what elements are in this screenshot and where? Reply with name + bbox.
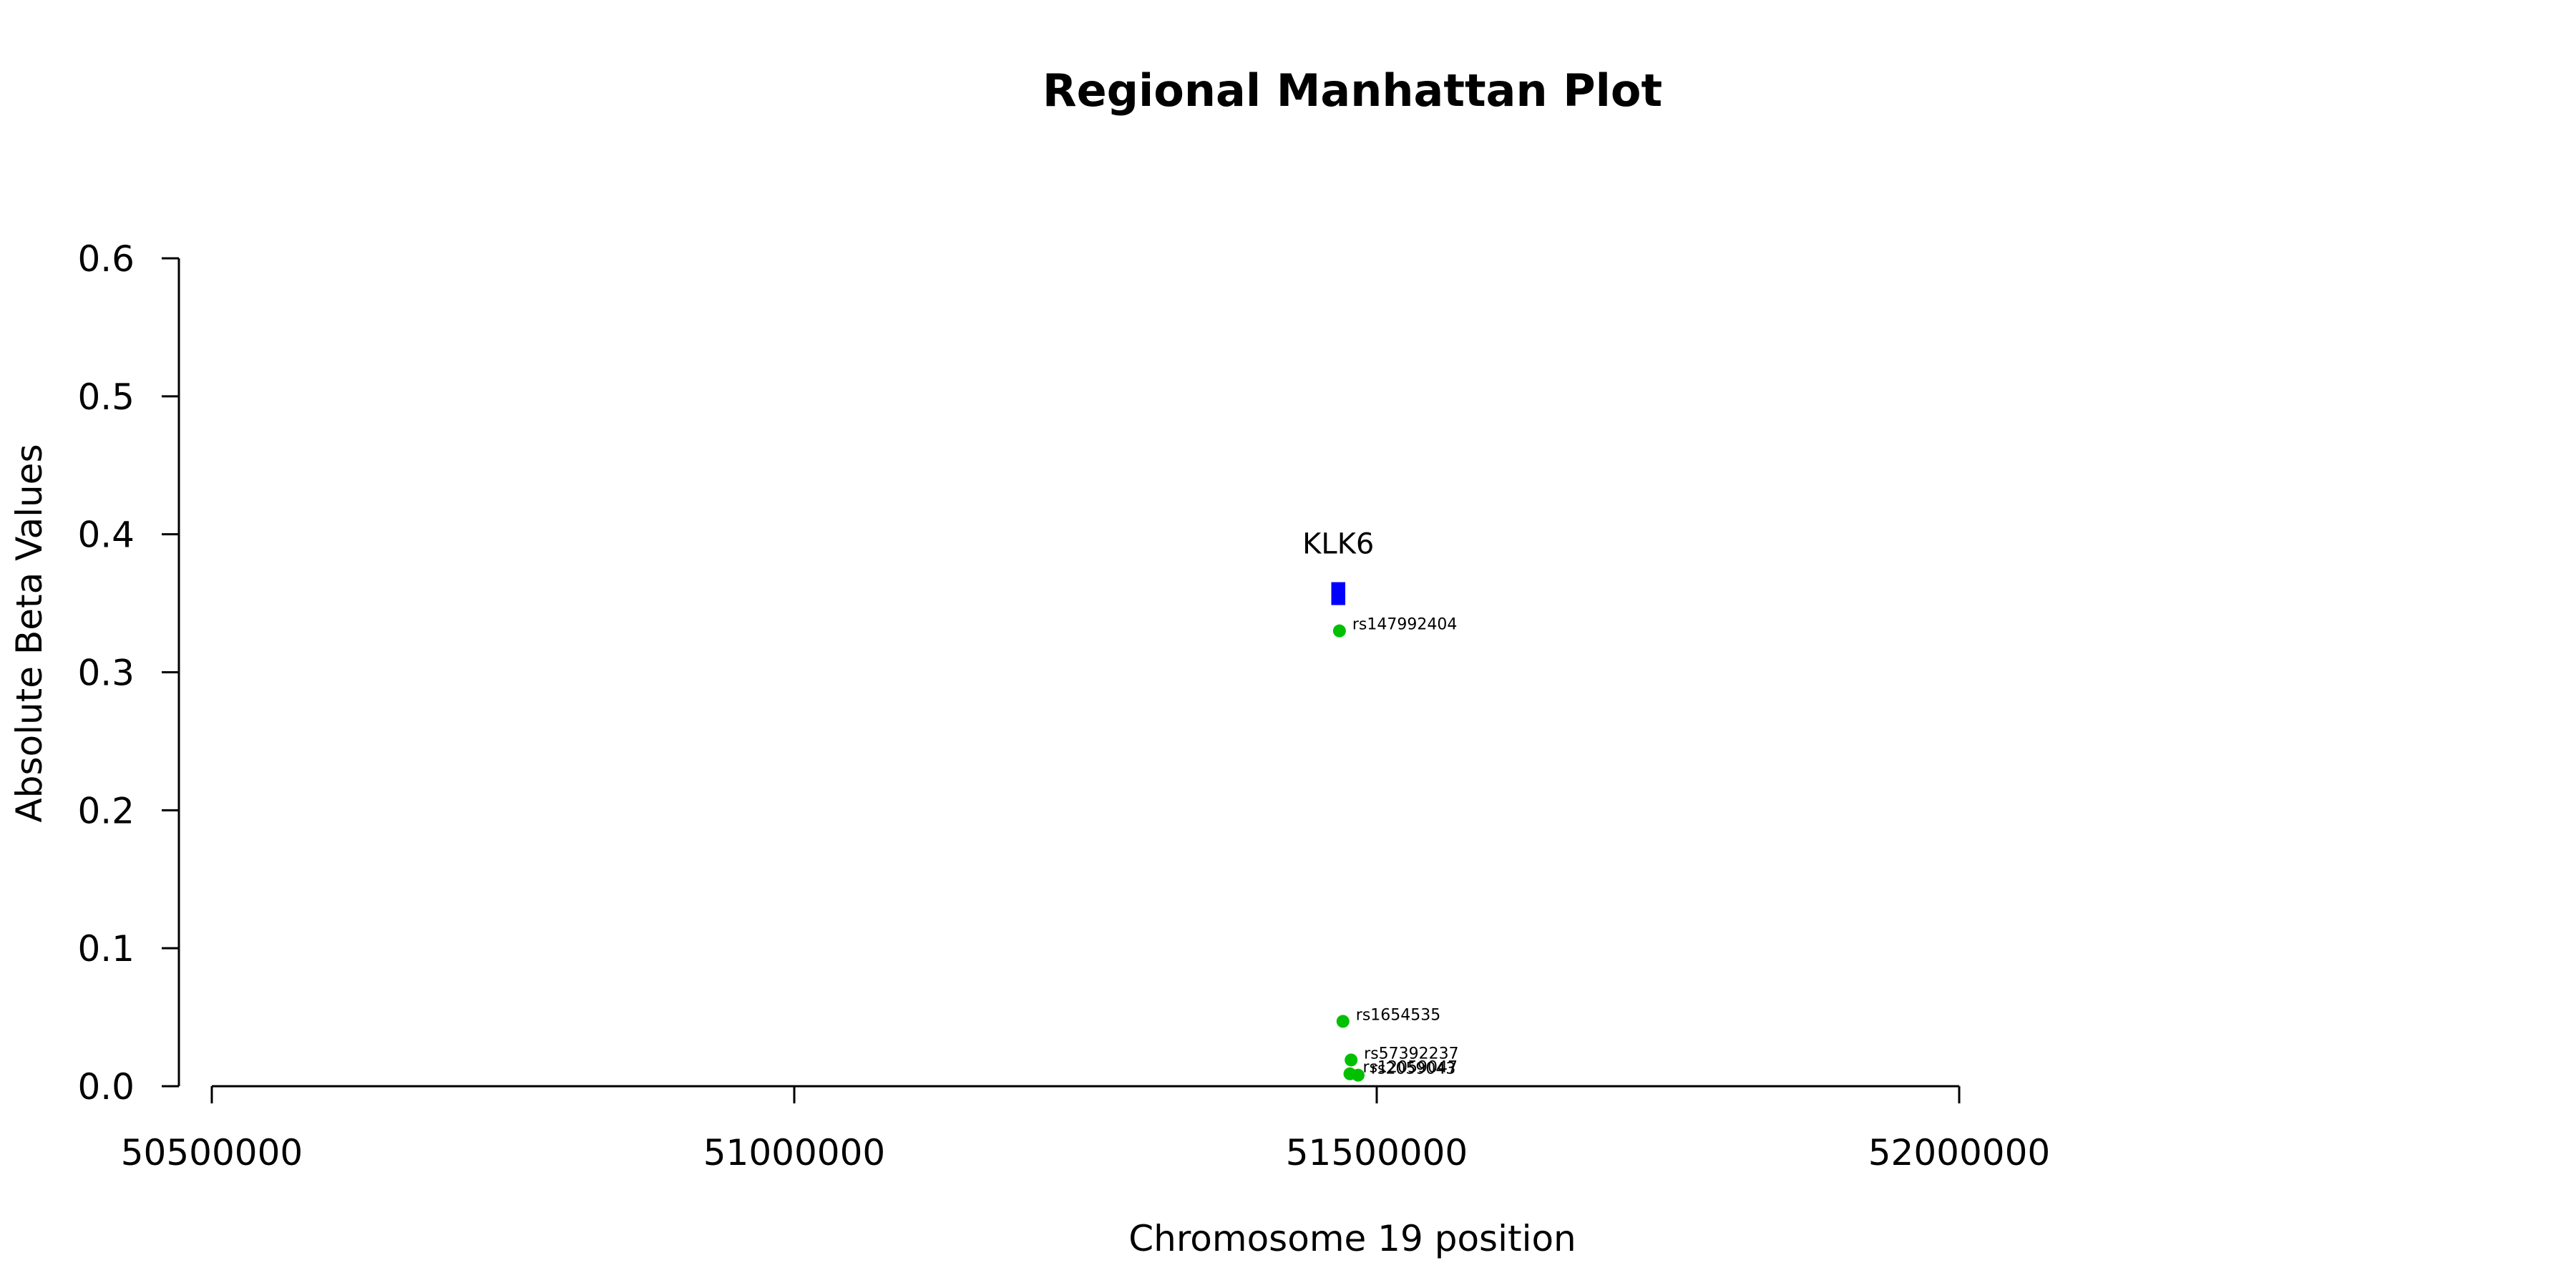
y-tick-label: 0.1: [77, 928, 135, 970]
x-tick-label: 50500000: [121, 1132, 303, 1174]
snp-label: rs2059043: [1371, 1060, 1456, 1078]
x-tick-label: 52000000: [1868, 1132, 2051, 1174]
snp-point: [1336, 1015, 1350, 1028]
chart-title: Regional Manhattan Plot: [1043, 64, 1662, 117]
gene-annotations: KLK6: [1302, 528, 1374, 605]
y-tick-label: 0.6: [77, 238, 135, 280]
y-axis-title: Absolute Beta Values: [9, 444, 50, 823]
y-tick-label: 0.5: [77, 376, 135, 418]
y-tick-label: 0.0: [77, 1066, 135, 1108]
x-tick-label: 51500000: [1286, 1132, 1468, 1174]
snp-label: rs57392237: [1364, 1045, 1458, 1063]
y-axis-ticks: 0.0 0.1 0.2 0.3 0.4 0.5 0.6: [77, 238, 179, 1108]
snp-label: rs147992404: [1352, 616, 1457, 634]
snp-label: rs1654535: [1356, 1006, 1441, 1024]
x-axis-ticks: 50500000 51000000 51500000 52000000: [121, 1086, 2051, 1174]
y-tick-label: 0.3: [77, 653, 135, 694]
x-axis-title: Chromosome 19 position: [1128, 1218, 1576, 1259]
snp-point: [1351, 1068, 1365, 1082]
snp-points: rs147992404 rs1654535 rs57392237rs12059047…: [1332, 616, 1459, 1082]
snp-label: rs12059047: [1363, 1059, 1458, 1077]
gene-label: KLK6: [1302, 528, 1374, 561]
y-tick-label: 0.2: [77, 790, 135, 831]
y-tick-label: 0.4: [77, 514, 135, 556]
x-tick-label: 51000000: [703, 1132, 886, 1174]
snp-point: [1332, 624, 1346, 638]
gene-box-klk6: [1331, 582, 1346, 605]
snp-point: [1345, 1053, 1358, 1067]
